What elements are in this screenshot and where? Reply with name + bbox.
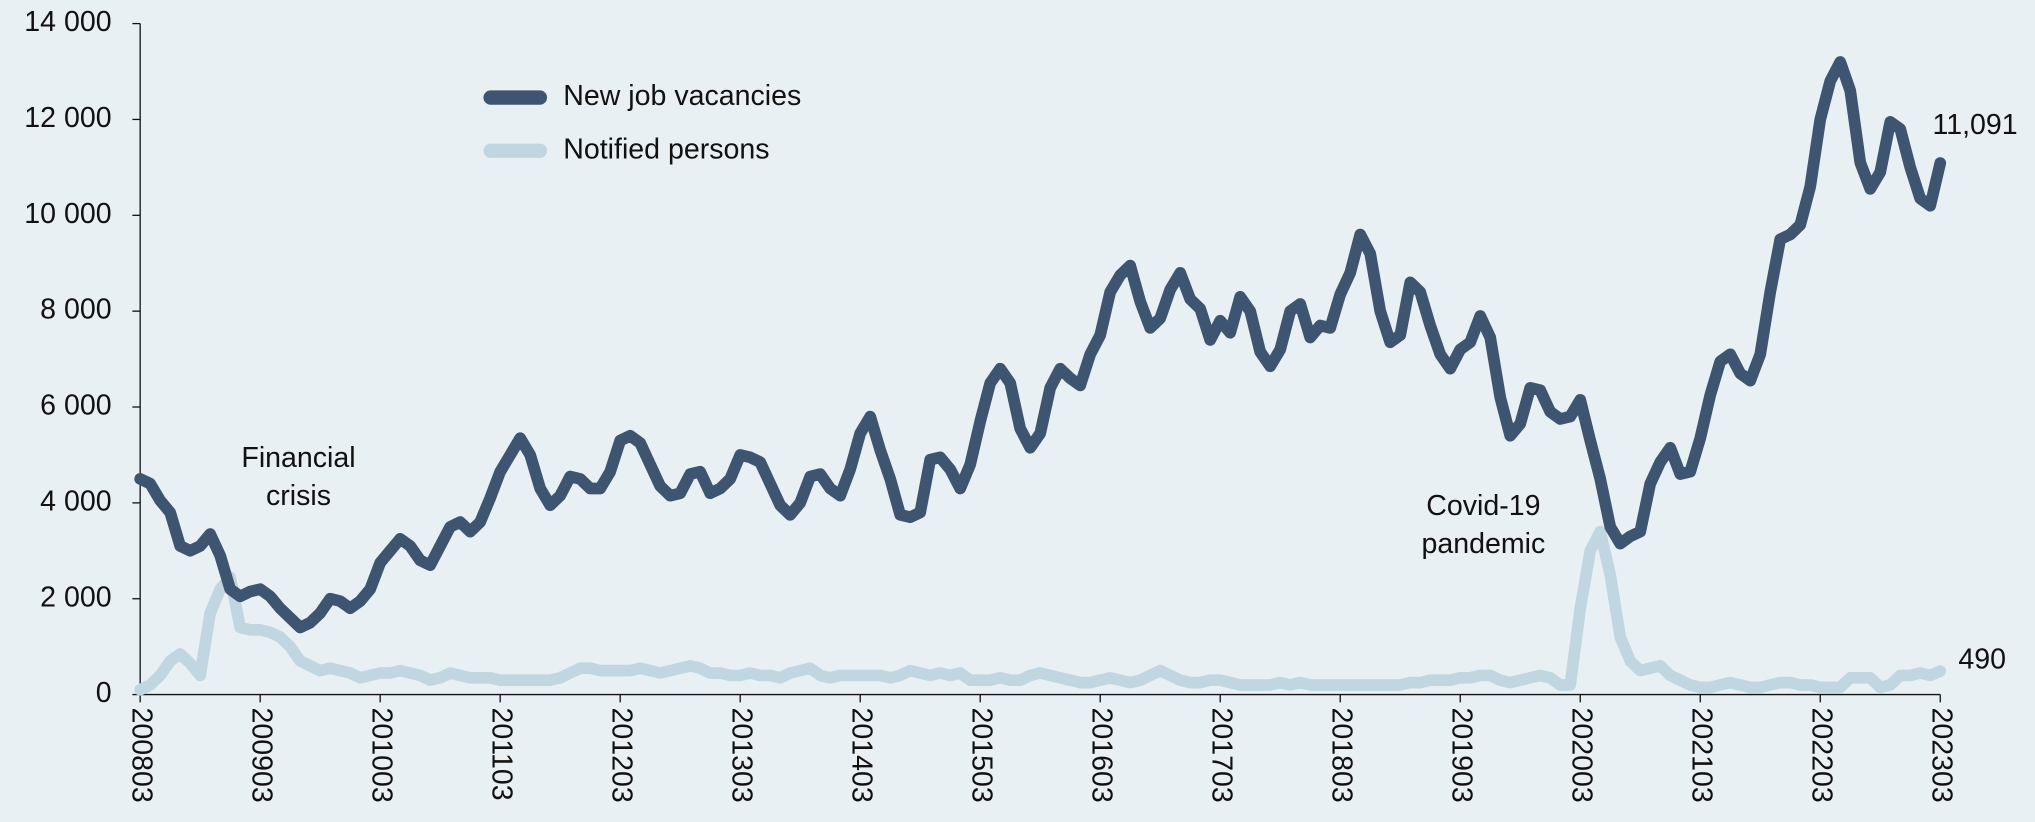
- annotation: crisis: [266, 480, 331, 512]
- y-tick-label: 14 000: [24, 6, 111, 38]
- y-tick-label: 4 000: [40, 485, 111, 517]
- x-tick-label: 201403: [846, 708, 878, 803]
- annotation: Covid-19: [1426, 490, 1540, 522]
- y-tick-label: 12 000: [24, 102, 111, 134]
- annotation: pandemic: [1422, 528, 1546, 560]
- value-label: 11,091: [1932, 109, 2017, 141]
- y-tick-label: 6 000: [40, 390, 111, 422]
- x-tick-label: 201103: [486, 708, 518, 801]
- x-tick-label: 201303: [726, 708, 758, 803]
- y-tick-label: 10 000: [24, 198, 111, 230]
- x-tick-label: 200803: [126, 708, 158, 803]
- series-line: [134, 525, 1947, 696]
- y-tick-label: 0: [96, 677, 112, 709]
- annotation: Financial: [241, 442, 355, 474]
- x-tick-label: 201603: [1086, 708, 1118, 803]
- x-tick-label: 201803: [1326, 708, 1358, 803]
- x-tick-label: 202103: [1686, 708, 1718, 803]
- legend-label: New job vacancies: [563, 80, 801, 112]
- x-tick-label: 201003: [366, 708, 398, 803]
- x-tick-label: 202003: [1566, 708, 1598, 803]
- x-tick-label: 201203: [606, 708, 638, 803]
- y-tick-label: 8 000: [40, 294, 111, 326]
- x-tick-label: 201903: [1446, 708, 1478, 803]
- x-tick-label: 200903: [246, 708, 278, 803]
- x-tick-label: 201703: [1206, 708, 1238, 803]
- x-tick-label: 202203: [1806, 708, 1838, 803]
- legend-label: Notified persons: [563, 133, 769, 165]
- x-tick-label: 202303: [1926, 708, 1958, 803]
- x-tick-label: 201503: [966, 708, 998, 803]
- series-line: [134, 56, 1947, 634]
- y-tick-label: 2 000: [40, 581, 111, 613]
- value-label: 490: [1958, 643, 2006, 675]
